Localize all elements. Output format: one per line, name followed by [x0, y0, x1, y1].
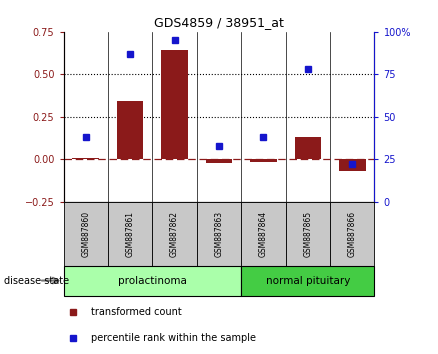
Text: transformed count: transformed count [92, 307, 182, 317]
Bar [64, 202, 108, 266]
Bar [64, 266, 241, 296]
Bar [117, 101, 144, 159]
Text: normal pituitary: normal pituitary [266, 275, 350, 286]
Bar [241, 266, 374, 296]
Bar [294, 137, 321, 159]
Text: prolactinoma: prolactinoma [118, 275, 187, 286]
Text: GSM887860: GSM887860 [81, 211, 90, 257]
Bar [197, 202, 241, 266]
Bar [330, 202, 374, 266]
Text: GSM887866: GSM887866 [348, 211, 357, 257]
Bar [161, 50, 188, 159]
Bar [286, 202, 330, 266]
Bar [152, 202, 197, 266]
Text: GSM887861: GSM887861 [126, 211, 134, 257]
Text: GSM887862: GSM887862 [170, 211, 179, 257]
Text: GSM887864: GSM887864 [259, 211, 268, 257]
Bar [250, 159, 277, 162]
Text: GDS4859 / 38951_at: GDS4859 / 38951_at [154, 16, 284, 29]
Text: disease state: disease state [4, 275, 70, 286]
Bar [206, 159, 232, 163]
Text: GSM887863: GSM887863 [215, 211, 223, 257]
Bar [241, 202, 286, 266]
Bar [108, 202, 152, 266]
Text: percentile rank within the sample: percentile rank within the sample [92, 333, 257, 343]
Text: GSM887865: GSM887865 [304, 211, 312, 257]
Bar [339, 159, 366, 171]
